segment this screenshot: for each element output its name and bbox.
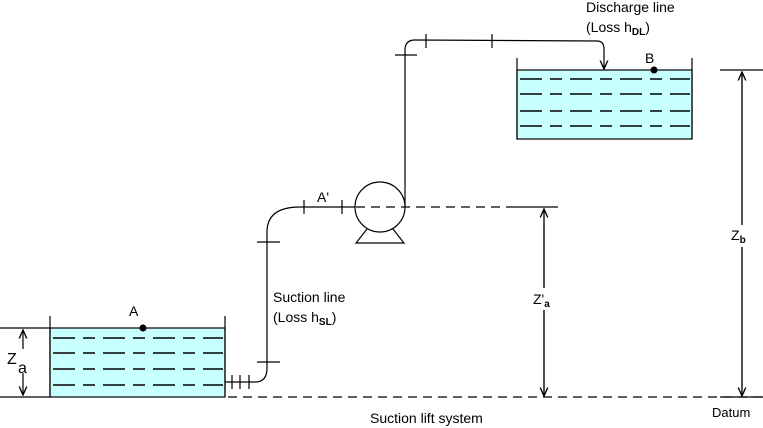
point-b-marker (650, 66, 658, 74)
za-subscript: a (18, 360, 27, 377)
zb-label: Zb (731, 227, 746, 246)
discharge-tank (516, 58, 693, 140)
suction-loss-label: (Loss hSL) (273, 309, 336, 328)
discharge-pipe (395, 34, 604, 207)
pump (354, 181, 558, 244)
discharge-water (516, 69, 693, 140)
zpa-label: Z'a (533, 291, 550, 310)
discharge-line-label: Discharge line (586, 0, 675, 15)
supply-tank (49, 316, 226, 398)
point-b-label: B (645, 50, 654, 66)
suction-line-label: Suction line (273, 289, 346, 305)
diagram-caption: Suction lift system (370, 410, 483, 426)
suction-pipe (225, 200, 356, 389)
za-dimension (0, 327, 50, 398)
discharge-loss-label: (Loss hDL) (586, 19, 650, 38)
point-a-prime-label: A' (317, 189, 329, 205)
datum-label: Datum (712, 405, 750, 420)
za-label: Z (7, 351, 17, 368)
point-a-marker (139, 324, 147, 332)
point-a-label: A (129, 303, 139, 319)
